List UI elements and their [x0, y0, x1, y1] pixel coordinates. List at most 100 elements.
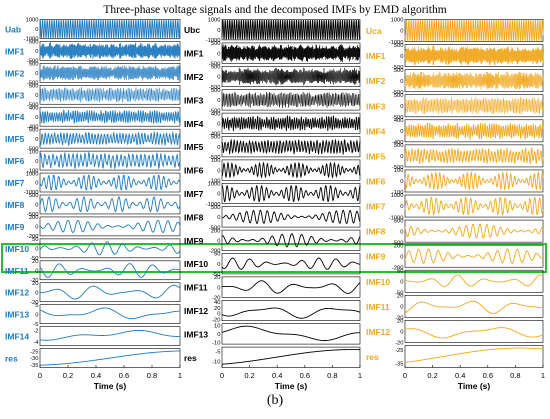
series-line-imf14: [39, 329, 181, 341]
y-tick-label: 0: [217, 285, 220, 291]
x-tick-label: 0.4: [91, 371, 101, 380]
y-tick-label: -500: [392, 65, 404, 71]
y-tick-label: 0: [217, 122, 220, 128]
series-line-imf11: [221, 280, 361, 294]
subplot-imf1: IMF1 500 0 -500: [184, 41, 361, 68]
panel-left: Uab10000-1000IMF15000-500IMF25000-500IMF…: [5, 18, 182, 391]
series-line-imf7: [221, 185, 361, 203]
figure-caption: (b): [266, 393, 284, 408]
series-label: IMF3: [366, 101, 386, 111]
y-tick-label: 0: [400, 79, 403, 85]
y-tick-label: 0: [400, 254, 403, 260]
subplot-imf7: IMF7 1000 0 -1000: [184, 182, 361, 208]
y-tick-label: -500: [209, 85, 221, 91]
series-line-imf2: [221, 67, 361, 86]
axes-box: [39, 150, 181, 171]
series-line-imf1: [221, 44, 361, 63]
y-tick-label: 500: [394, 218, 404, 224]
y-tick-label: -10: [212, 360, 220, 366]
x-tick-label: 0.6: [300, 371, 310, 380]
y-tick-label: 200: [29, 215, 39, 221]
subplot-imf13: IMF13 5 0 -5: [5, 303, 181, 328]
subplot-imf2: IMF2 500 0 -500: [5, 62, 181, 87]
series-label: IMF9: [184, 236, 204, 246]
series-label: IMF3: [5, 90, 25, 100]
series-line-imf6: [404, 170, 544, 192]
series-label: IMF11: [5, 266, 29, 276]
y-tick-label: 0: [217, 332, 220, 338]
axes-box: [39, 304, 181, 324]
y-tick-label: 0: [35, 159, 38, 165]
y-tick-label: -100: [27, 168, 39, 174]
series-label: IMF4: [5, 112, 25, 122]
series-label: Ubc: [184, 25, 200, 35]
y-tick-label: -50: [212, 272, 220, 278]
y-tick-label: 0: [400, 179, 403, 185]
x-tick-label: 0: [220, 371, 224, 380]
subplot-imf2: IMF2 500 0 -500: [366, 68, 544, 96]
series-line-imf3: [221, 91, 361, 108]
series-line-res: [39, 350, 181, 366]
y-tick-label: 0: [400, 29, 403, 35]
y-tick-label: 1000: [391, 18, 404, 24]
series-line-imf4: [221, 114, 361, 132]
y-tick-label: -20: [30, 300, 38, 306]
y-tick-label: -500: [209, 225, 221, 231]
y-tick-label: 40: [214, 300, 220, 306]
y-tick-label: -2: [33, 328, 38, 334]
series-line-imf10: [39, 241, 181, 256]
y-tick-label: -500: [392, 240, 404, 246]
series-label: IMF5: [184, 142, 204, 152]
axes-box: [221, 323, 361, 345]
y-tick-label: 500: [211, 205, 221, 211]
series-label: IMF7: [5, 178, 25, 188]
series-label: IMF2: [366, 76, 386, 86]
subplot-imf2: IMF2 500 0 -500: [184, 65, 361, 91]
subplot-imf1: IMF1 500 0 -500: [366, 43, 544, 71]
subplot-res: res -25 -35: [366, 345, 544, 368]
series-line-imf9: [404, 248, 544, 265]
y-tick-label: 50: [32, 237, 38, 243]
y-tick-label: 0: [400, 129, 403, 135]
y-tick-label: 0: [217, 262, 220, 268]
y-tick-label: 0: [217, 98, 220, 104]
figure-title: Three-phase voltage signals and the deco…: [103, 4, 446, 16]
y-tick-label: 500: [211, 135, 221, 141]
subplot-imf4: IMF4 400 0 -400: [184, 111, 361, 138]
x-tick-label: 1: [541, 371, 545, 380]
y-tick-label: 500: [29, 127, 39, 133]
y-tick-label: 500: [394, 93, 404, 99]
series-label: IMF1: [366, 51, 386, 61]
y-tick-label: -500: [27, 102, 39, 108]
series-line-imf5: [39, 130, 181, 146]
axes-box: [221, 183, 361, 205]
y-tick-label: -500: [392, 165, 404, 171]
y-tick-label: 0: [35, 49, 38, 55]
y-tick-label: 500: [29, 84, 39, 90]
x-axis-label: Time (s): [275, 381, 308, 391]
axes-box: [404, 119, 544, 143]
x-tick-label: 0.2: [427, 371, 437, 380]
y-tick-label: -5: [33, 322, 38, 328]
series-line-imf8: [221, 209, 361, 225]
panel-right: Uca10000-1000IMF15000-500IMF25000-500IMF…: [366, 18, 545, 391]
y-tick-label: -500: [209, 155, 221, 161]
y-tick-label: 1000: [26, 171, 39, 177]
series-label: IMF2: [184, 72, 204, 82]
axes-box: [221, 253, 361, 275]
y-tick-label: 500: [394, 43, 404, 49]
series-label: IMF9: [366, 252, 386, 262]
y-tick-label: -200: [27, 234, 39, 240]
y-tick-label: -100: [392, 190, 404, 196]
y-tick-label: 0: [217, 239, 220, 245]
subplot-imf4: IMF4 400 0 -400: [5, 105, 181, 130]
x-tick-label: 0.2: [244, 371, 254, 380]
series-label: IMF2: [5, 68, 25, 78]
series-line-imf10: [221, 257, 361, 270]
y-tick-label: 20: [214, 275, 220, 281]
series-label: res: [5, 354, 18, 364]
y-tick-label: 20: [397, 293, 403, 299]
subplot-uab: Uab 1000 0 -1000: [5, 18, 181, 43]
y-tick-label: 400: [29, 105, 39, 111]
